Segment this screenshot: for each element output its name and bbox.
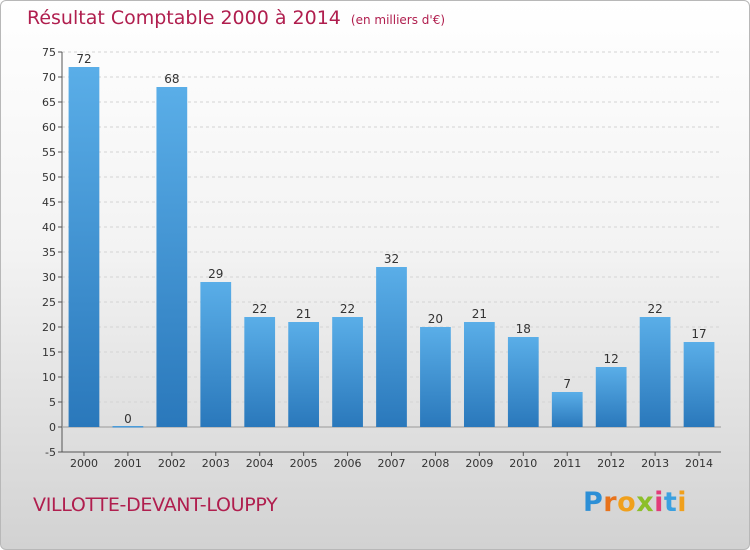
bar xyxy=(420,327,451,427)
proxiti-logo: Proxiti xyxy=(583,487,687,518)
y-tick-label: 15 xyxy=(42,346,56,359)
y-tick-label: 30 xyxy=(42,271,56,284)
x-tick-label: 2003 xyxy=(202,457,230,470)
bar-value-label: 21 xyxy=(296,307,311,321)
bar xyxy=(156,87,188,427)
y-tick-label: 40 xyxy=(42,221,56,234)
bar-value-label: 68 xyxy=(164,72,179,86)
bar xyxy=(507,337,539,427)
logo-letter: t xyxy=(663,487,678,518)
x-tick-label: 2001 xyxy=(114,457,142,470)
y-tick-label: 70 xyxy=(42,71,56,84)
y-tick-label: 50 xyxy=(42,171,56,184)
bar xyxy=(112,426,144,428)
bar xyxy=(595,367,627,427)
x-tick-label: 2000 xyxy=(70,457,98,470)
bar-value-label: 0 xyxy=(124,412,132,426)
bar-value-label: 17 xyxy=(691,327,706,341)
bar-value-label: 22 xyxy=(340,302,355,316)
bar-value-label: 20 xyxy=(428,312,443,326)
bar xyxy=(551,392,583,427)
bar xyxy=(683,342,715,427)
bar-value-label: 32 xyxy=(384,252,399,266)
bar-value-label: 22 xyxy=(647,302,662,316)
logo-letter: i xyxy=(677,487,688,518)
bar-value-label: 21 xyxy=(472,307,487,321)
town-name: VILLOTTE-DEVANT-LOUPPY xyxy=(33,494,278,516)
x-tick-label: 2006 xyxy=(334,457,362,470)
bar xyxy=(332,317,363,427)
bar xyxy=(200,282,232,427)
x-tick-label: 2011 xyxy=(553,457,581,470)
logo-letter: i xyxy=(654,487,664,518)
y-tick-label: 35 xyxy=(42,246,56,259)
y-tick-label: 20 xyxy=(42,321,56,334)
bar-value-label: 18 xyxy=(516,322,531,336)
y-tick-label: 60 xyxy=(42,121,56,134)
bar xyxy=(288,322,320,427)
logo-letter: x xyxy=(636,487,655,518)
chart-title: Résultat Comptable 2000 à 2014 (en millie… xyxy=(27,7,445,29)
x-tick-label: 2014 xyxy=(685,457,713,470)
x-tick-label: 2004 xyxy=(246,457,274,470)
bar-value-label: 7 xyxy=(563,377,571,391)
y-tick-label: 5 xyxy=(49,396,56,409)
y-tick-label: 75 xyxy=(42,46,56,59)
bar xyxy=(68,67,100,427)
x-tick-label: 2005 xyxy=(290,457,318,470)
x-tick-label: 2002 xyxy=(158,457,186,470)
x-tick-label: 2007 xyxy=(378,457,406,470)
logo-letter: r xyxy=(603,487,618,518)
y-tick-label: 65 xyxy=(42,96,56,109)
y-tick-label: -5 xyxy=(45,446,56,459)
bar-value-label: 29 xyxy=(208,267,223,281)
x-tick-label: 2009 xyxy=(465,457,493,470)
y-tick-label: 10 xyxy=(42,371,56,384)
bar-value-label: 22 xyxy=(252,302,267,316)
bar-value-label: 12 xyxy=(604,352,619,366)
chart-unit: (en milliers d'€) xyxy=(350,13,446,27)
x-tick-label: 2013 xyxy=(641,457,669,470)
logo-letter: o xyxy=(617,487,637,518)
y-tick-label: 25 xyxy=(42,296,56,309)
y-tick-label: 55 xyxy=(42,146,56,159)
y-tick-label: 0 xyxy=(49,421,56,434)
bar xyxy=(244,317,276,427)
chart-title-text: Résultat Comptable 2000 à 2014 xyxy=(27,7,341,29)
bar xyxy=(639,317,671,427)
x-tick-label: 2008 xyxy=(421,457,449,470)
y-tick-label: 45 xyxy=(42,196,56,209)
x-tick-label: 2012 xyxy=(597,457,625,470)
x-tick-label: 2010 xyxy=(509,457,537,470)
bar xyxy=(463,322,495,427)
bar-value-label: 72 xyxy=(76,52,91,66)
bar xyxy=(376,267,407,427)
logo-letter: P xyxy=(583,487,604,518)
